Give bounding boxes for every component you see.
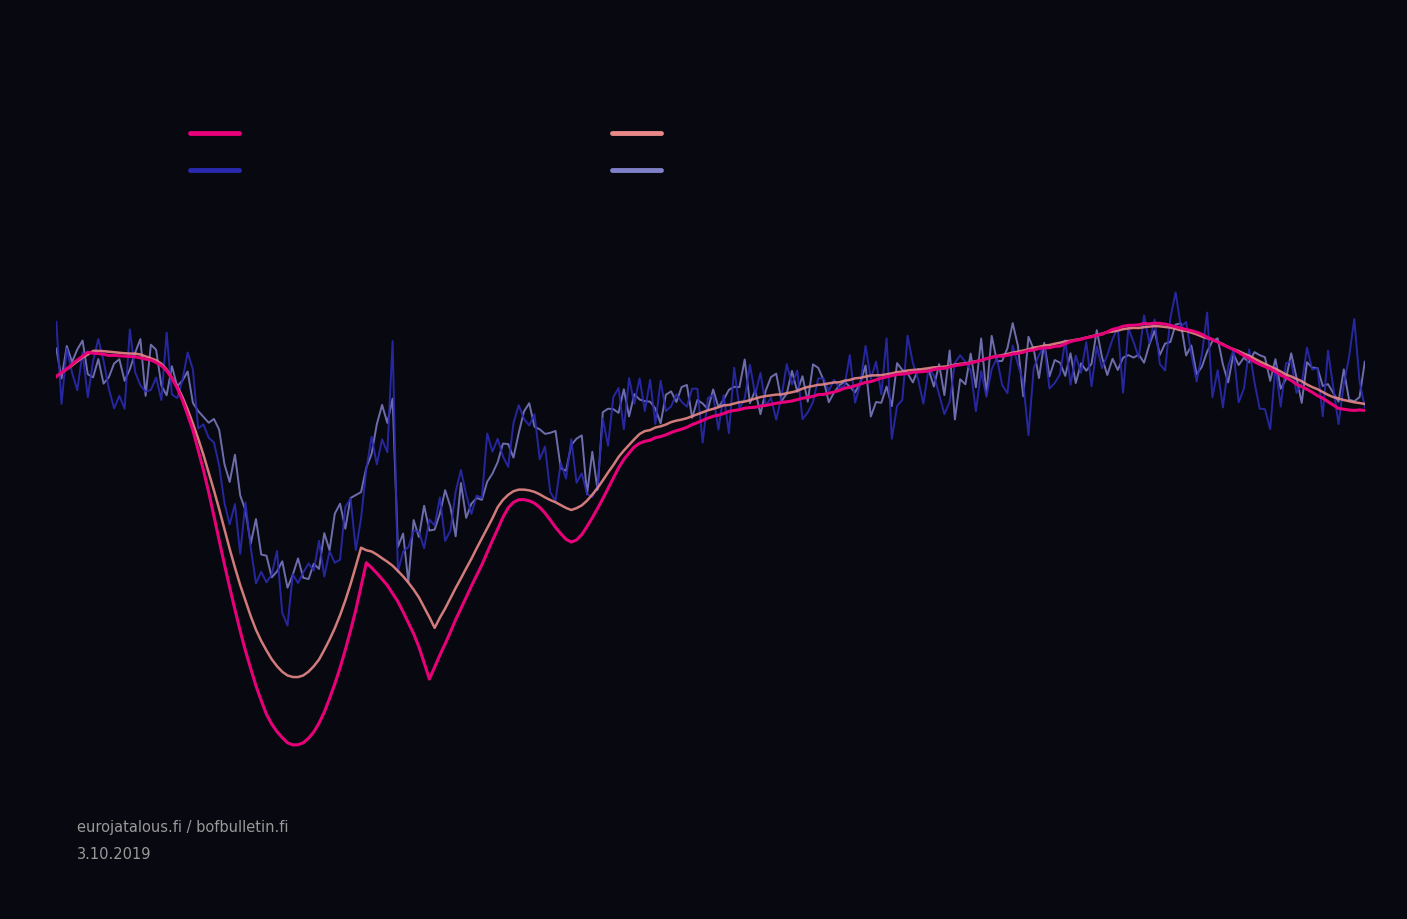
Text: eurojatalous.fi / bofbulletin.fi: eurojatalous.fi / bofbulletin.fi: [77, 820, 288, 834]
Text: 3.10.2019: 3.10.2019: [77, 847, 152, 862]
